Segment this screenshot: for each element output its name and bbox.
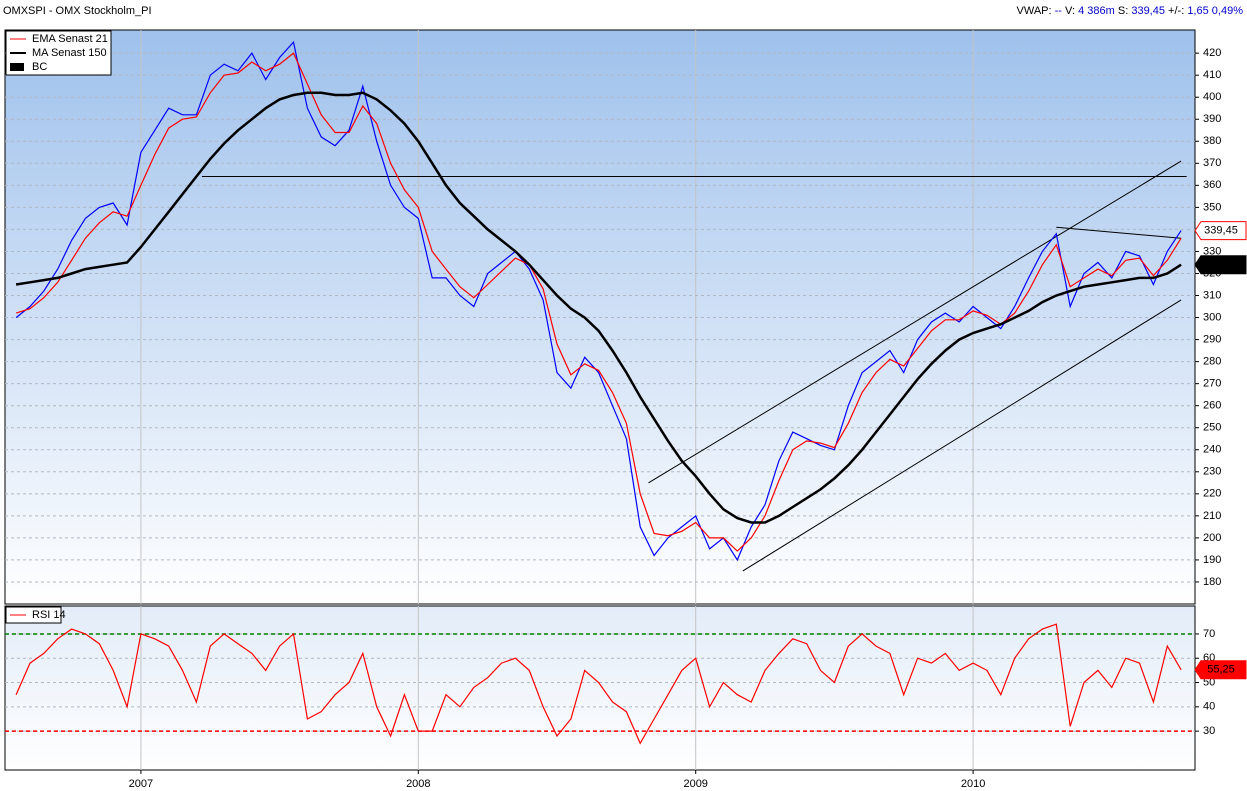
trend-line xyxy=(742,299,1182,572)
end-value-label: 339,45 xyxy=(1204,225,1238,237)
series-line xyxy=(15,623,1182,745)
y-tick-label: 370 xyxy=(1203,157,1221,169)
price-panel xyxy=(4,29,1196,605)
y-tick-label: 380 xyxy=(1203,135,1221,147)
chart-title: OMXSPI - OMX Stockholm_PI xyxy=(3,5,152,17)
y-tick-label: 180 xyxy=(1203,576,1221,588)
legend-label: EMA Senast 21 xyxy=(32,33,108,45)
header-stats: VWAP: -- V: 4 386m S: 339,45 +/-: 1,65 0… xyxy=(1017,5,1244,17)
stat-label: +/-: xyxy=(1168,5,1184,17)
series-line xyxy=(15,52,1182,552)
y-tick-label: 350 xyxy=(1203,201,1221,213)
trend-line xyxy=(648,160,1182,484)
x-tick-label: 2007 xyxy=(129,778,153,790)
legend-label: MA Senast 150 xyxy=(32,47,107,59)
end-value-label: 55,25 xyxy=(1207,664,1235,676)
stat-value: 1,65 xyxy=(1187,5,1208,17)
x-tick-label: 2009 xyxy=(683,778,707,790)
y-tick-label: 200 xyxy=(1203,532,1221,544)
end-value-box xyxy=(1194,660,1247,680)
y-tick-label: 220 xyxy=(1203,488,1221,500)
y-tick-label: 310 xyxy=(1203,289,1221,301)
y-tick-label: 360 xyxy=(1203,179,1221,191)
y-tick-label: 210 xyxy=(1203,510,1221,522)
stat-value: 0,49% xyxy=(1212,5,1243,17)
y-tick-label: 420 xyxy=(1203,47,1221,59)
stat-label: VWAP: xyxy=(1017,5,1052,17)
y-tick-label: 330 xyxy=(1203,245,1221,257)
legend-label: BC xyxy=(32,61,47,73)
x-tick-label: 2010 xyxy=(961,778,985,790)
legend-swatch xyxy=(10,63,24,71)
stat-value: 4 386m xyxy=(1078,5,1115,17)
y-tick-label: 280 xyxy=(1203,356,1221,368)
y-tick-label: 190 xyxy=(1203,554,1221,566)
end-value-box xyxy=(1194,255,1247,275)
y-tick-label: 50 xyxy=(1203,676,1215,688)
y-tick-label: 30 xyxy=(1203,725,1215,737)
stat-label: S: xyxy=(1118,5,1128,17)
stat-value: 339,45 xyxy=(1131,5,1165,17)
legend-label: RSI 14 xyxy=(32,609,66,621)
stat-label: V: xyxy=(1065,5,1075,17)
y-tick-label: 240 xyxy=(1203,444,1221,456)
y-tick-label: 300 xyxy=(1203,311,1221,323)
rsi-panel xyxy=(4,605,1196,771)
y-tick-label: 290 xyxy=(1203,333,1221,345)
y-tick-label: 270 xyxy=(1203,378,1221,390)
x-tick-label: 2008 xyxy=(406,778,430,790)
trend-line xyxy=(1056,226,1182,239)
y-tick-label: 70 xyxy=(1203,628,1215,640)
legend-box xyxy=(5,606,62,624)
end-value-box xyxy=(1194,221,1247,241)
y-tick-label: 40 xyxy=(1203,701,1215,713)
y-tick-label: 400 xyxy=(1203,91,1221,103)
end-value-label: 323,99 xyxy=(1204,259,1238,271)
y-tick-label: 260 xyxy=(1203,400,1221,412)
y-tick-label: 390 xyxy=(1203,113,1221,125)
series-line xyxy=(15,40,1182,562)
y-tick-label: 250 xyxy=(1203,422,1221,434)
stat-value: -- xyxy=(1055,5,1063,17)
y-tick-label: 230 xyxy=(1203,466,1221,478)
y-tick-label: 410 xyxy=(1203,69,1221,81)
series-line xyxy=(15,91,1182,524)
